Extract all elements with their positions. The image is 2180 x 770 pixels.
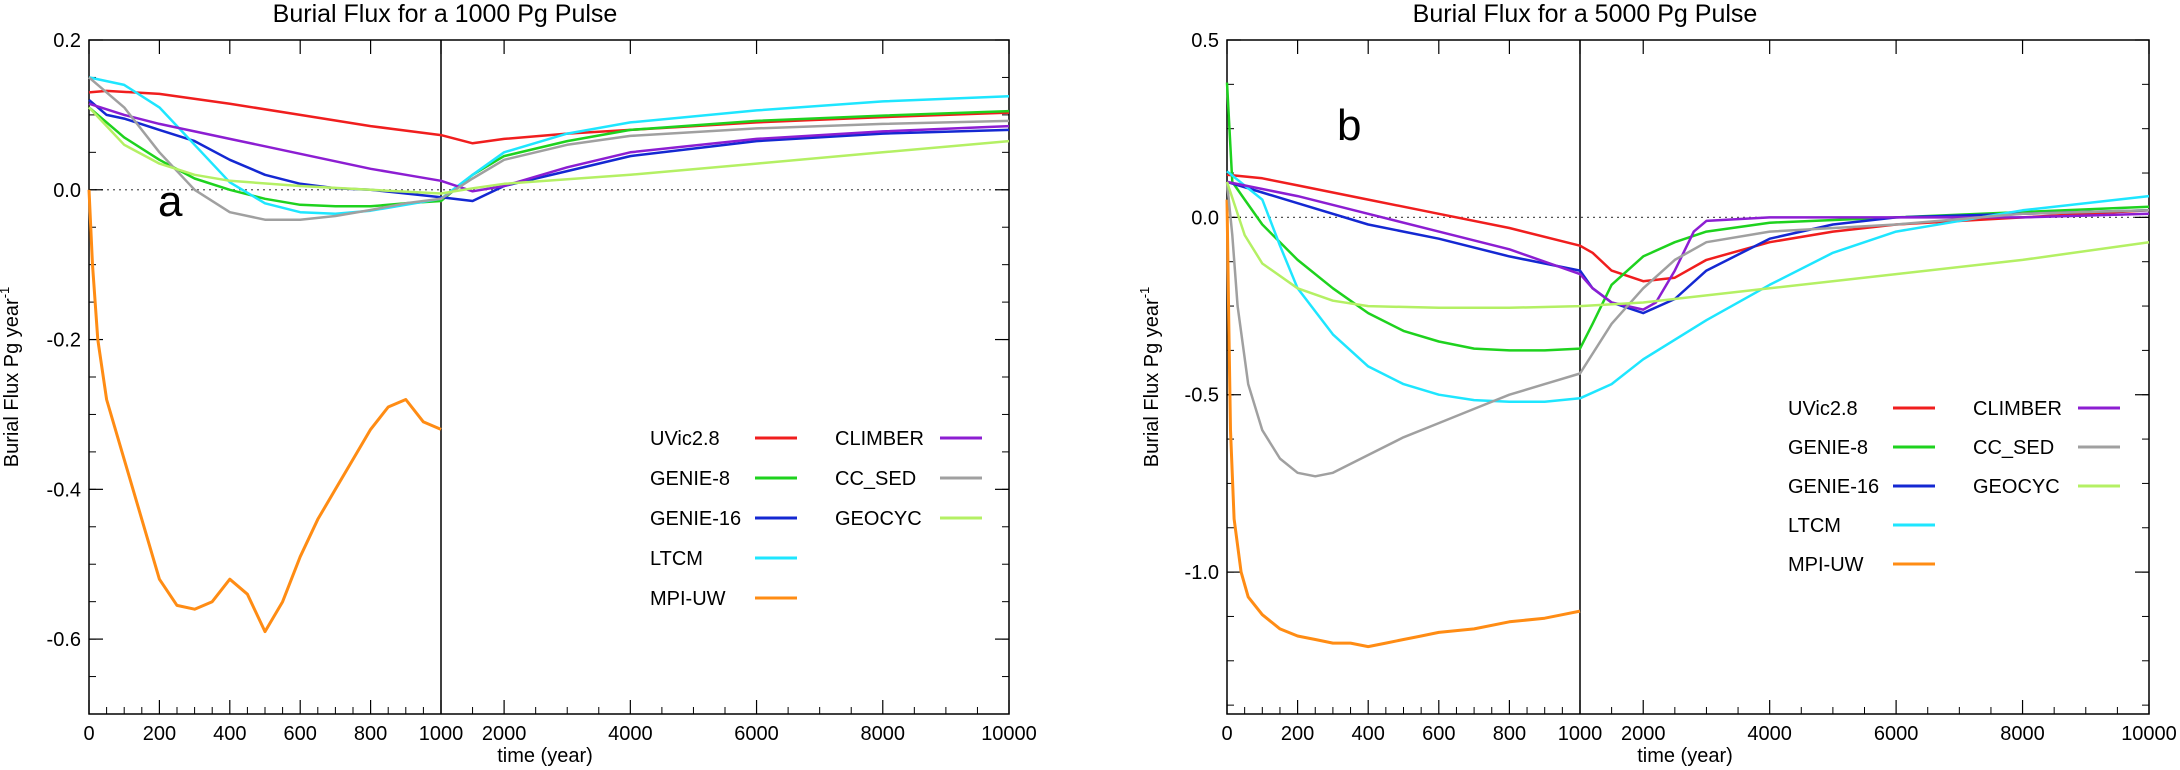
legend-label: LTCM <box>1788 515 1841 537</box>
series-line-cc-sed <box>1225 181 2150 478</box>
panel-label: b <box>1337 101 1361 150</box>
legend-label: GENIE-16 <box>1788 476 1879 498</box>
svg-text:Burial Flux Pg year-1: Burial Flux Pg year-1 <box>1137 287 1163 468</box>
legend-label: GEOCYC <box>1973 476 2060 498</box>
chart-title: Burial Flux for a 5000 Pg Pulse <box>1413 0 1758 28</box>
x-tick-label: 400 <box>1352 723 1385 745</box>
y-axis-label-exponent: -1 <box>1137 287 1152 299</box>
x-tick-label: 8000 <box>2000 723 2045 745</box>
legend-label: MPI-UW <box>1788 554 1864 576</box>
y-axis: 0.2 0.0 -0.2 -0.4 -0.6 <box>47 30 1009 715</box>
legend: UVic2.8 GENIE-8 GENIE-16 LTCM MPI-UW CLIMBER C… <box>1788 398 2120 576</box>
legend-label: CC_SED <box>835 468 916 490</box>
x-tick-label: 600 <box>1422 723 1455 745</box>
x-tick-label: 10000 <box>981 723 1037 745</box>
legend-label: UVic2.8 <box>650 428 720 450</box>
x-axis-label: time (year) <box>497 745 593 767</box>
x-axis: 0 200 400 600 800 1000 2000 4000 6000 8000 10000 <box>83 40 1037 745</box>
x-tick-label: 1000 <box>1558 723 1603 745</box>
x-tick-label: 200 <box>143 723 176 745</box>
series-line-genie-8 <box>88 106 1010 208</box>
plot-frame <box>88 39 1010 715</box>
chart-title: Burial Flux for a 1000 Pg Pulse <box>273 0 618 28</box>
legend-label: CLIMBER <box>1973 398 2062 420</box>
y-axis: 0.5 0.0 -0.5 -1.0 <box>1185 30 2149 706</box>
x-tick-label: 800 <box>354 723 387 745</box>
y-tick-label: 0.2 <box>53 30 81 52</box>
series-group <box>87 76 1010 634</box>
series-line-mpi-uw <box>1225 199 1581 649</box>
x-tick-label: 10000 <box>2121 723 2177 745</box>
x-tick-label: 8000 <box>861 723 906 745</box>
legend-label: UVic2.8 <box>1788 398 1858 420</box>
y-tick-label: -0.4 <box>47 479 81 501</box>
series-line-climber <box>88 102 1010 193</box>
legend-label: GENIE-16 <box>650 508 741 530</box>
x-tick-label: 2000 <box>482 723 527 745</box>
x-tick-label: 400 <box>213 723 246 745</box>
x-axis-label: time (year) <box>1637 745 1733 767</box>
series-line-mpi-uw <box>87 189 442 634</box>
y-tick-label: 0.5 <box>1191 30 1219 52</box>
y-tick-label: -1.0 <box>1185 562 1219 584</box>
series-line-uvic2-8 <box>1226 173 2150 283</box>
y-tick-label: 0.0 <box>53 180 81 202</box>
series-line-genie-16 <box>1226 180 2150 315</box>
y-tick-label: -0.2 <box>47 330 81 352</box>
y-axis-label: Burial Flux Pg year <box>1141 298 1163 467</box>
legend-label: LTCM <box>650 548 703 570</box>
y-tick-label: -0.5 <box>1185 385 1219 407</box>
y-tick-label: -0.6 <box>47 629 81 651</box>
series-line-climber <box>1226 180 2150 311</box>
legend-label: GENIE-8 <box>1788 437 1868 459</box>
x-tick-label: 800 <box>1493 723 1526 745</box>
x-tick-label: 2000 <box>1621 723 1666 745</box>
legend: UVic2.8 GENIE-8 GENIE-16 LTCM MPI-UW CLIMBER C… <box>650 428 982 610</box>
x-tick-label: 600 <box>284 723 317 745</box>
chart-panel-b: Burial Flux for a 5000 Pg Pulse 0.5 0.0 -0… <box>1137 0 2177 767</box>
x-tick-label: 200 <box>1281 723 1314 745</box>
y-axis-label-exponent: -1 <box>0 287 12 299</box>
x-axis: 0 200 400 600 800 1000 2000 4000 6000 8000 10000 <box>1221 40 2177 745</box>
legend-label: CLIMBER <box>835 428 924 450</box>
panel-label: a <box>158 177 183 226</box>
legend-label: MPI-UW <box>650 588 726 610</box>
y-tick-label: 0.0 <box>1191 207 1219 229</box>
series-line-geocyc <box>88 106 1010 195</box>
legend-label: GENIE-8 <box>650 468 730 490</box>
x-tick-label: 0 <box>83 723 94 745</box>
legend-label: CC_SED <box>1973 437 2054 459</box>
x-tick-label: 6000 <box>734 723 779 745</box>
plot-frame <box>1226 39 2150 715</box>
series-line-cc-sed <box>88 76 1010 221</box>
series-line-geocyc <box>1225 181 2150 310</box>
svg-text:Burial Flux Pg year-1: Burial Flux Pg year-1 <box>0 287 23 468</box>
x-tick-label: 1000 <box>419 723 464 745</box>
x-tick-label: 6000 <box>1874 723 1919 745</box>
legend-label: GEOCYC <box>835 508 922 530</box>
y-axis-label: Burial Flux Pg year <box>1 298 23 467</box>
x-tick-label: 0 <box>1221 723 1232 745</box>
series-group <box>1225 82 2150 649</box>
x-tick-label: 4000 <box>1747 723 1792 745</box>
series-line-ltcm <box>1226 170 2150 404</box>
x-tick-label: 4000 <box>608 723 653 745</box>
chart-panel-a: Burial Flux for a 1000 Pg Pulse 0.2 0.0 -0… <box>0 0 1037 767</box>
